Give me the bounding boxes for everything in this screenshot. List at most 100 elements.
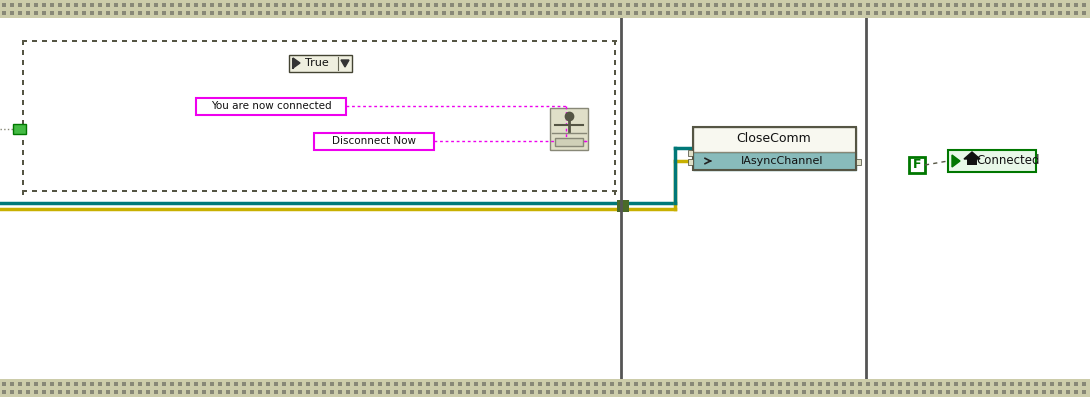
- Bar: [22, 180, 24, 185]
- Bar: [437, 190, 443, 192]
- Bar: [312, 40, 317, 42]
- Polygon shape: [341, 60, 349, 67]
- Bar: [614, 110, 616, 115]
- Bar: [497, 40, 502, 42]
- Bar: [57, 40, 62, 42]
- Bar: [182, 40, 187, 42]
- Bar: [22, 190, 24, 195]
- Bar: [492, 40, 497, 42]
- Bar: [577, 190, 582, 192]
- Text: Disconnect Now: Disconnect Now: [332, 136, 416, 146]
- Bar: [512, 190, 517, 192]
- Bar: [22, 40, 616, 192]
- Bar: [57, 190, 62, 192]
- Bar: [282, 40, 287, 42]
- Bar: [277, 190, 282, 192]
- Bar: [27, 40, 32, 42]
- Bar: [237, 190, 242, 192]
- Bar: [443, 40, 447, 42]
- Bar: [617, 200, 629, 212]
- Bar: [22, 130, 24, 135]
- Bar: [614, 190, 616, 195]
- Bar: [247, 190, 252, 192]
- Bar: [77, 190, 82, 192]
- Bar: [532, 40, 537, 42]
- Bar: [92, 190, 97, 192]
- Bar: [542, 40, 547, 42]
- Bar: [302, 40, 307, 42]
- Bar: [472, 190, 477, 192]
- Bar: [292, 190, 296, 192]
- Bar: [22, 40, 24, 45]
- Bar: [197, 190, 202, 192]
- Bar: [462, 40, 467, 42]
- Bar: [317, 190, 322, 192]
- Bar: [43, 190, 47, 192]
- Bar: [77, 40, 82, 42]
- Bar: [422, 40, 427, 42]
- Bar: [211, 190, 217, 192]
- Bar: [332, 190, 337, 192]
- Bar: [232, 40, 237, 42]
- Bar: [82, 190, 87, 192]
- Bar: [967, 158, 977, 165]
- Bar: [614, 135, 616, 140]
- Bar: [614, 55, 616, 60]
- Polygon shape: [952, 155, 960, 167]
- Bar: [614, 45, 616, 50]
- Bar: [207, 190, 211, 192]
- Bar: [187, 190, 192, 192]
- Bar: [292, 40, 296, 42]
- Bar: [296, 190, 302, 192]
- Polygon shape: [293, 58, 300, 68]
- Bar: [614, 185, 616, 190]
- Bar: [22, 90, 24, 95]
- Bar: [217, 190, 222, 192]
- Bar: [22, 110, 24, 115]
- Bar: [614, 175, 616, 180]
- Bar: [422, 190, 427, 192]
- Bar: [289, 55, 352, 72]
- Bar: [43, 40, 47, 42]
- Bar: [948, 150, 1036, 172]
- Bar: [526, 190, 532, 192]
- Bar: [362, 40, 367, 42]
- Bar: [693, 127, 856, 152]
- Bar: [614, 95, 616, 100]
- Bar: [402, 40, 407, 42]
- Bar: [611, 40, 617, 42]
- Bar: [392, 190, 397, 192]
- Bar: [37, 190, 43, 192]
- Bar: [614, 160, 616, 165]
- Bar: [614, 165, 616, 170]
- Bar: [327, 40, 332, 42]
- Bar: [252, 190, 257, 192]
- Bar: [614, 100, 616, 105]
- Bar: [22, 50, 24, 55]
- Bar: [547, 190, 552, 192]
- Bar: [312, 190, 317, 192]
- Bar: [342, 40, 347, 42]
- Bar: [432, 40, 437, 42]
- Bar: [693, 127, 856, 170]
- Bar: [602, 190, 607, 192]
- Bar: [607, 190, 611, 192]
- Bar: [550, 108, 588, 150]
- Bar: [147, 190, 152, 192]
- Bar: [22, 135, 24, 140]
- Bar: [272, 40, 277, 42]
- Bar: [192, 190, 197, 192]
- Bar: [597, 40, 602, 42]
- Bar: [32, 40, 37, 42]
- Bar: [522, 40, 526, 42]
- Bar: [512, 40, 517, 42]
- Bar: [614, 105, 616, 110]
- Bar: [102, 40, 107, 42]
- Bar: [22, 75, 24, 80]
- Bar: [177, 40, 182, 42]
- Bar: [267, 40, 272, 42]
- Bar: [572, 40, 577, 42]
- Bar: [13, 124, 26, 134]
- Bar: [112, 190, 117, 192]
- Bar: [322, 190, 327, 192]
